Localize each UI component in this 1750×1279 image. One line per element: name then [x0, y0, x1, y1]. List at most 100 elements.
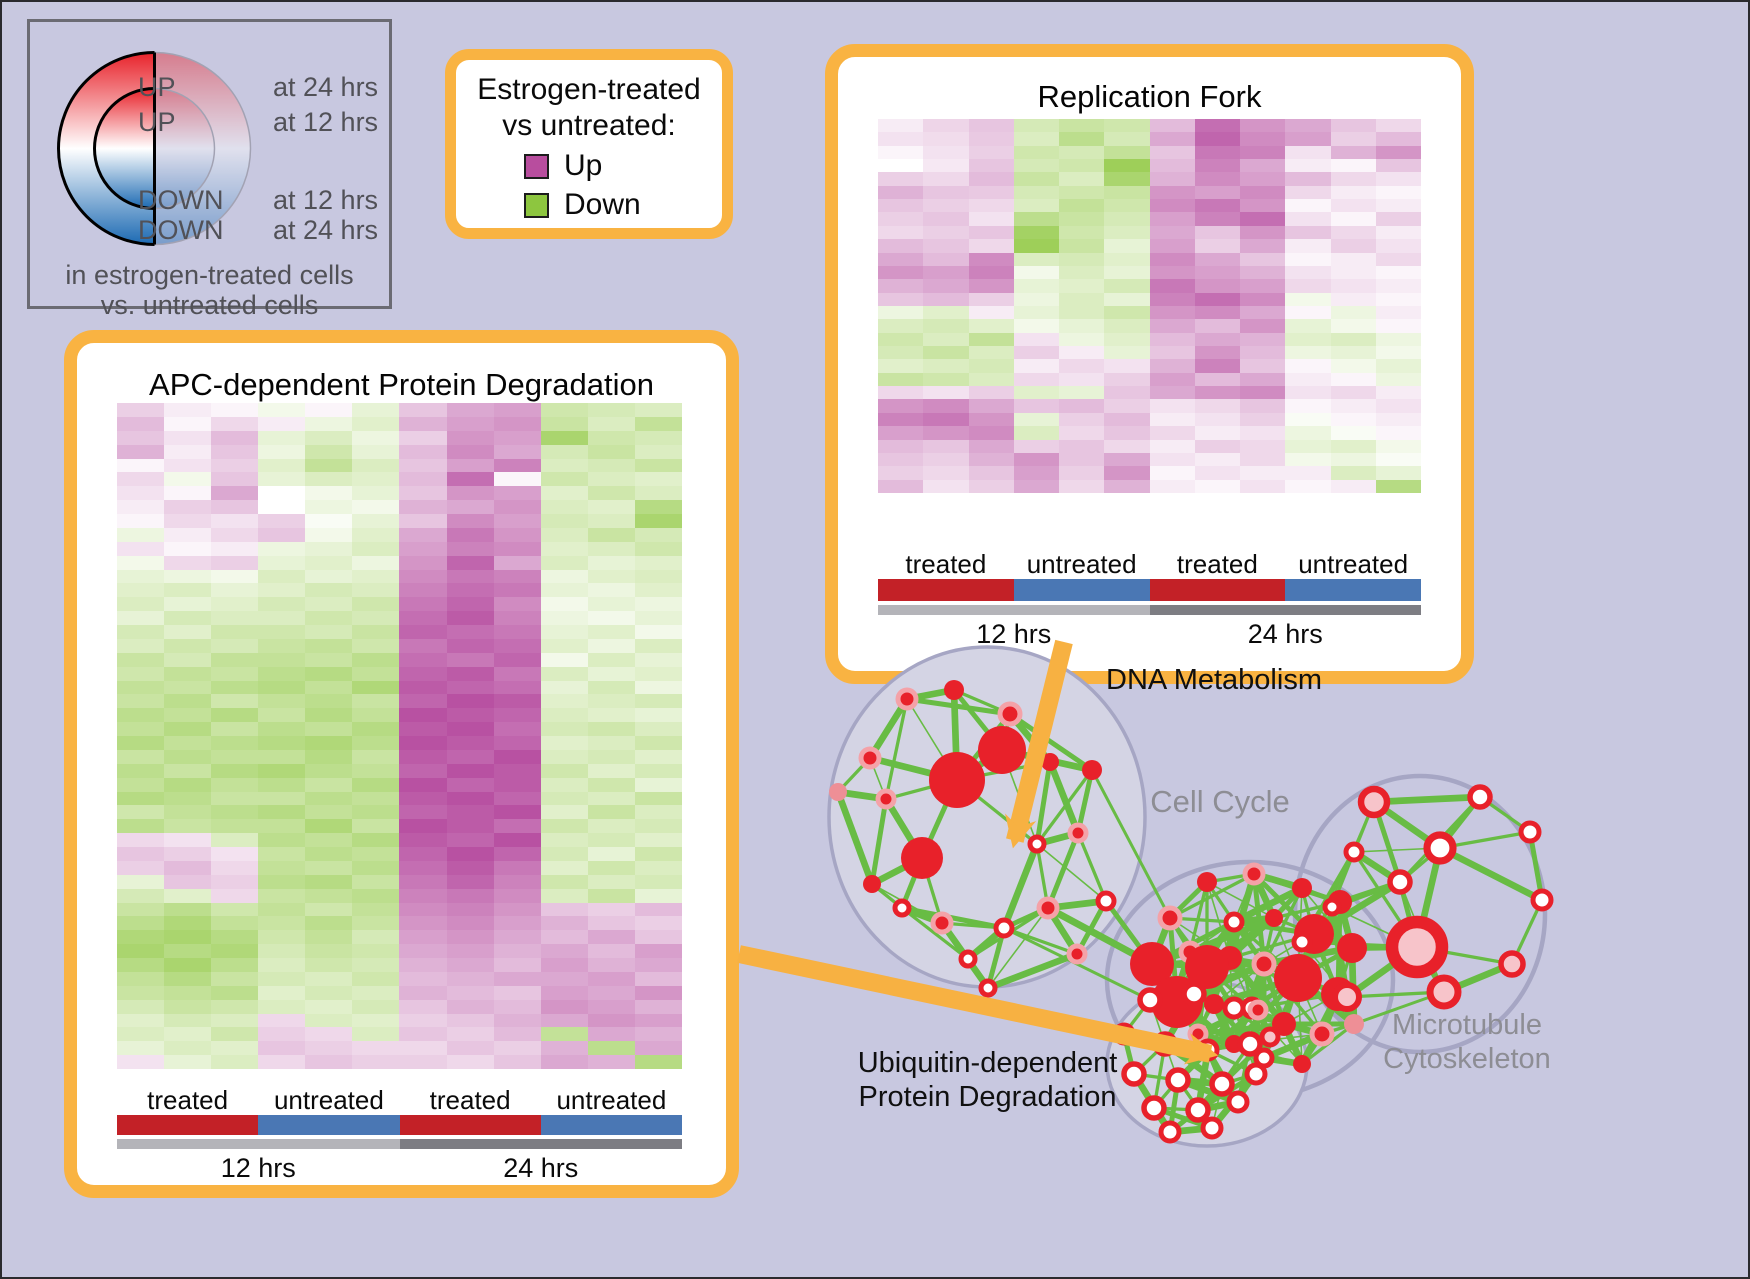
heatmap-cell — [923, 479, 969, 493]
heatmap-cell — [493, 958, 541, 972]
heatmap-cell — [540, 500, 588, 514]
heatmap-cell — [399, 722, 447, 736]
heatmap-cell — [399, 555, 447, 570]
gene-node-halo — [1242, 862, 1266, 886]
heatmap-cell — [446, 763, 494, 778]
heatmap-cell — [1104, 145, 1150, 160]
heatmap-cell — [878, 132, 924, 146]
heatmap-cell — [634, 749, 682, 764]
heatmap-cell — [1013, 332, 1059, 347]
heatmap-cell — [493, 541, 541, 556]
heatmap-cell — [305, 430, 353, 445]
heatmap-cell — [352, 680, 400, 695]
heatmap-cell — [1149, 426, 1195, 440]
heatmap-cell — [446, 625, 494, 639]
heatmap-cell — [1104, 185, 1150, 200]
gene-node-halo — [930, 911, 954, 935]
heatmap-cell — [211, 611, 259, 625]
treatment-segment — [1285, 579, 1421, 601]
network-edge — [1008, 711, 1094, 773]
gene-node-solid — [929, 752, 985, 808]
heatmap-cell — [1059, 346, 1105, 360]
heatmap-cell — [305, 527, 353, 542]
heatmap-cell — [540, 916, 588, 931]
heatmap-cell — [211, 833, 259, 847]
heatmap-cell — [923, 199, 969, 213]
heatmap-cell — [634, 930, 682, 945]
heatmap-cell — [1059, 479, 1105, 493]
timepoint-labels-row: 12 hrs 24 hrs — [878, 619, 1421, 650]
heatmap-cell — [878, 199, 924, 213]
panel-title: Replication Fork — [1037, 79, 1262, 114]
heatmap-cell — [399, 666, 447, 681]
gene-node-solid — [978, 726, 1026, 774]
gene-node-ring — [1291, 931, 1313, 953]
heatmap-cell — [211, 430, 259, 445]
heatmap-cell — [399, 416, 447, 431]
heatmap-cell — [1194, 305, 1240, 320]
heatmap-cell — [634, 611, 682, 625]
heatmap-cell — [634, 916, 682, 931]
heatmap-cell — [587, 749, 635, 764]
heatmap-cell — [399, 1041, 447, 1056]
heatmap-cell — [117, 708, 165, 723]
heatmap-cell — [446, 569, 494, 584]
heatmap-cell — [1194, 452, 1240, 467]
heatmap-cell — [540, 888, 588, 903]
heatmap-cell — [968, 452, 1014, 467]
network-edge — [1438, 845, 1544, 903]
heatmap-cell — [1059, 426, 1105, 440]
heatmap-cell — [446, 958, 494, 972]
heatmap-cell — [1330, 426, 1376, 440]
heatmap-cell — [1059, 466, 1105, 480]
treatment-segment — [1013, 579, 1150, 601]
heatmap-cell — [1330, 212, 1376, 226]
heatmap-cell — [211, 416, 259, 431]
heatmap-cell — [1240, 399, 1286, 413]
heatmap-cell — [211, 597, 259, 612]
heatmap-cell — [1013, 239, 1059, 253]
timepoint-labels-row: 12 hrs 24 hrs — [117, 1153, 682, 1184]
heatmap-cell — [587, 1055, 635, 1069]
heatmap-cell — [540, 583, 588, 598]
heatmap-cell — [540, 930, 588, 945]
gene-node-ring — [892, 898, 912, 918]
heatmap-cell — [1013, 386, 1059, 400]
dna-metabolism-label: DNA Metabolism — [1106, 664, 1322, 696]
heatmap-cell — [211, 625, 259, 639]
timepoint-label: 12 hrs — [976, 619, 1052, 649]
heatmap-cell — [258, 930, 306, 945]
heatmap-cell — [634, 777, 682, 792]
heatmap-cell — [352, 847, 400, 861]
group-label: untreated — [556, 1085, 667, 1115]
heatmap-cell — [258, 791, 306, 806]
heatmap-cell — [540, 444, 588, 459]
heatmap-cell — [1013, 399, 1059, 413]
heatmap-cell — [540, 666, 588, 681]
connector-arrow — [1005, 639, 1073, 849]
heatmap-cell — [1285, 412, 1331, 427]
heatmap-cell — [1059, 185, 1105, 200]
heatmap-cell — [1013, 426, 1059, 440]
heatmap-cell — [117, 666, 165, 681]
heatmap-cell — [1149, 452, 1195, 467]
heatmap-cell — [923, 426, 969, 440]
heatmap-cell — [540, 1013, 588, 1028]
heatmap-cell — [1059, 386, 1105, 400]
heatmap-cell — [258, 652, 306, 667]
heatmap-cell — [493, 847, 541, 861]
heatmap-cell — [493, 472, 541, 487]
heatmap-cell — [305, 611, 353, 625]
heatmap-cell — [540, 1041, 588, 1056]
heatmap-cell — [1330, 479, 1376, 493]
timepoint-label: 12 hrs — [220, 1153, 296, 1183]
heatmap-cell — [493, 722, 541, 736]
heatmap-cell — [540, 514, 588, 528]
network-edge — [1045, 832, 1081, 909]
heatmap-cell — [352, 722, 400, 736]
heatmap-cell — [1149, 212, 1195, 226]
heatmap-cell — [1240, 452, 1286, 467]
treatment-segment — [117, 1115, 259, 1135]
heatmap-cell — [878, 412, 924, 427]
heatmap-cell — [878, 305, 924, 320]
